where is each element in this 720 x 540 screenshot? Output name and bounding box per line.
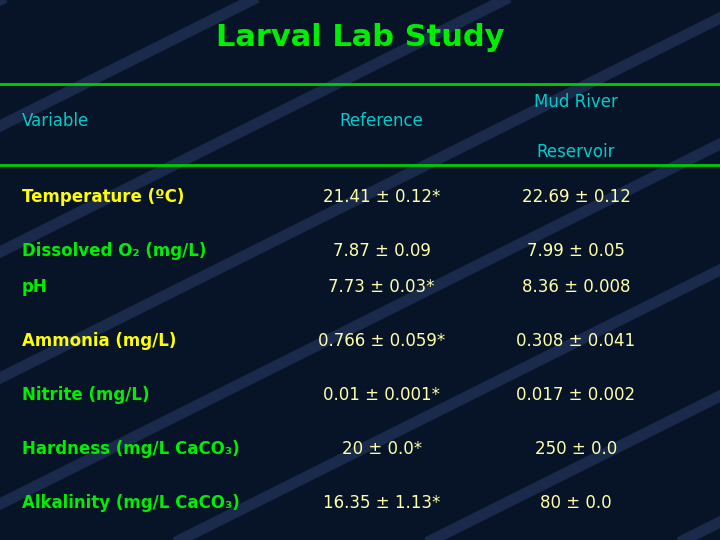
- Text: 0.01 ± 0.001*: 0.01 ± 0.001*: [323, 386, 440, 404]
- Text: Variable: Variable: [22, 112, 89, 131]
- Text: 7.99 ± 0.05: 7.99 ± 0.05: [527, 242, 625, 260]
- Text: Nitrite (mg/L): Nitrite (mg/L): [22, 386, 149, 404]
- Text: 250 ± 0.0: 250 ± 0.0: [535, 440, 617, 458]
- Text: Hardness (mg/L CaCO₃): Hardness (mg/L CaCO₃): [22, 440, 239, 458]
- Text: 16.35 ± 1.13*: 16.35 ± 1.13*: [323, 494, 441, 512]
- Text: 80 ± 0.0: 80 ± 0.0: [540, 494, 612, 512]
- Text: 8.36 ± 0.008: 8.36 ± 0.008: [522, 278, 630, 296]
- Text: Reference: Reference: [340, 112, 423, 131]
- Text: Ammonia (mg/L): Ammonia (mg/L): [22, 332, 176, 350]
- Text: Dissolved O₂ (mg/L): Dissolved O₂ (mg/L): [22, 242, 206, 260]
- Text: 7.73 ± 0.03*: 7.73 ± 0.03*: [328, 278, 435, 296]
- Text: Mud River: Mud River: [534, 93, 618, 111]
- Text: 0.766 ± 0.059*: 0.766 ± 0.059*: [318, 332, 445, 350]
- Text: 7.87 ± 0.09: 7.87 ± 0.09: [333, 242, 431, 260]
- Text: 20 ± 0.0*: 20 ± 0.0*: [341, 440, 422, 458]
- Text: Reservoir: Reservoir: [536, 143, 616, 161]
- Text: Alkalinity (mg/L CaCO₃): Alkalinity (mg/L CaCO₃): [22, 494, 239, 512]
- Text: 0.017 ± 0.002: 0.017 ± 0.002: [516, 386, 636, 404]
- Text: pH: pH: [22, 278, 48, 296]
- Text: 22.69 ± 0.12: 22.69 ± 0.12: [521, 188, 631, 206]
- Text: 21.41 ± 0.12*: 21.41 ± 0.12*: [323, 188, 441, 206]
- Text: 0.308 ± 0.041: 0.308 ± 0.041: [516, 332, 636, 350]
- Text: Larval Lab Study: Larval Lab Study: [216, 23, 504, 52]
- Text: Temperature (ºC): Temperature (ºC): [22, 188, 184, 206]
